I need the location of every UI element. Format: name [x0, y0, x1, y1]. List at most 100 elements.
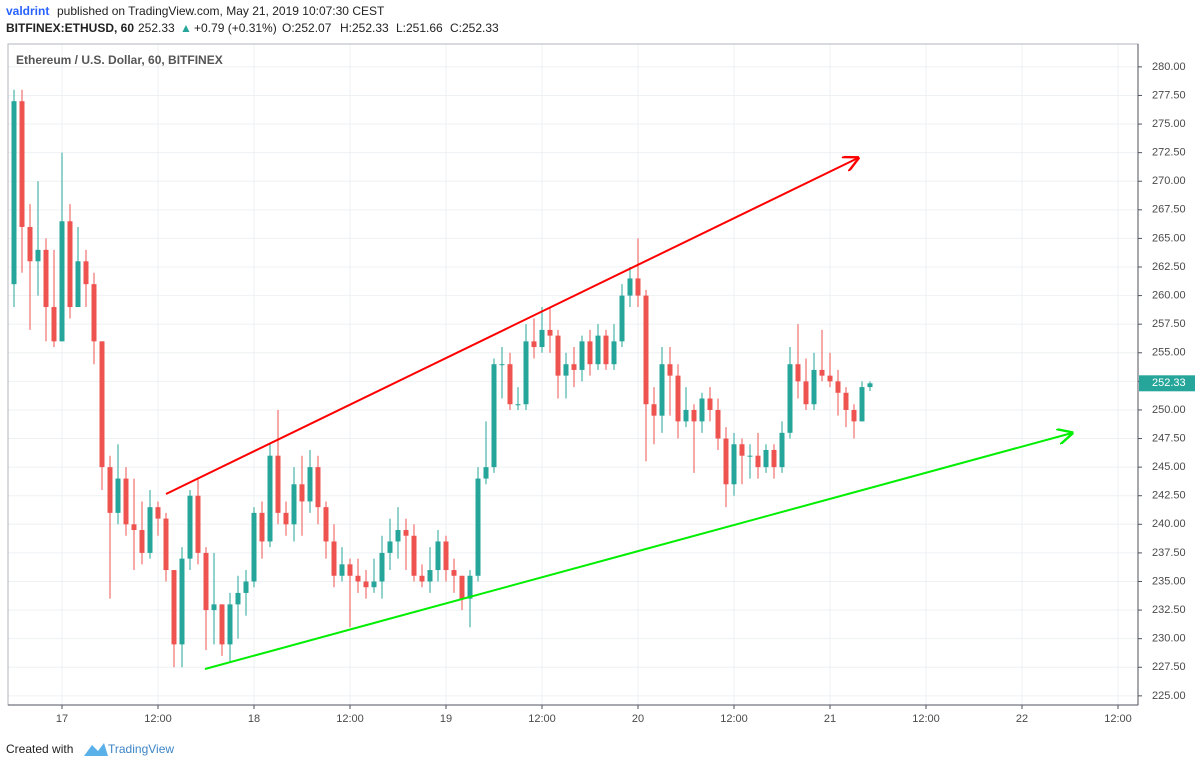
candle-body	[323, 507, 329, 542]
candle-body	[147, 507, 153, 553]
candle-body	[819, 369, 825, 376]
candle-body	[851, 409, 857, 422]
x-tick-label: 22	[1016, 713, 1028, 725]
candle-body	[507, 364, 513, 405]
candle-body	[363, 581, 369, 588]
change-arrow: ▲	[180, 21, 192, 35]
candle-body	[51, 307, 57, 342]
candle-body	[43, 249, 49, 308]
x-tick-label: 20	[632, 713, 644, 725]
candle-body	[555, 335, 561, 376]
support-line	[204, 433, 1072, 670]
x-tick-label: 18	[248, 713, 260, 725]
candle-body	[451, 570, 457, 576]
candle-body	[259, 512, 265, 542]
candle-body	[667, 364, 673, 376]
candle-body	[27, 226, 33, 262]
brand[interactable]: TradingView	[108, 742, 174, 756]
candle-body	[827, 375, 833, 382]
candle-body	[75, 261, 81, 308]
candle-body	[371, 581, 377, 588]
candle-body	[99, 341, 105, 468]
candle-body	[475, 478, 481, 576]
candle-body	[283, 512, 289, 525]
candle-body	[843, 392, 849, 410]
published: published on TradingView.com, May 21, 20…	[57, 4, 385, 18]
candle-body	[211, 604, 217, 611]
grid	[8, 44, 1138, 705]
candle-body	[123, 478, 129, 525]
candle-body	[859, 387, 865, 422]
candle-body	[179, 558, 185, 645]
y-tick-label: 237.50	[1152, 547, 1186, 559]
candle-body	[235, 592, 241, 605]
candle-body	[715, 409, 721, 439]
candle-body	[603, 335, 609, 365]
candle-body	[691, 409, 697, 422]
y-tick-label: 277.50	[1152, 89, 1186, 101]
candle-body	[275, 455, 281, 513]
candle-body	[403, 530, 409, 536]
candle-body	[267, 455, 273, 542]
y-tick-label: 225.00	[1152, 690, 1186, 702]
candle-body	[787, 364, 793, 433]
candle-body	[755, 455, 761, 468]
candle-body	[571, 364, 577, 370]
candle-body	[11, 101, 17, 285]
y-tick-label: 272.50	[1152, 147, 1186, 159]
x-tick-label: 21	[824, 713, 836, 725]
ohlc-close: C:252.33	[450, 21, 499, 35]
candle-body	[427, 570, 433, 582]
resistance-line	[165, 158, 858, 495]
candle-body	[483, 467, 489, 479]
y-tick-label: 230.00	[1152, 633, 1186, 645]
x-tick-label: 12:00	[720, 713, 748, 725]
candle-body	[331, 541, 337, 576]
candle-body	[115, 478, 121, 513]
candle-body	[771, 449, 777, 468]
candle-body	[379, 552, 385, 582]
candle-body	[795, 364, 801, 382]
y-tick-label: 275.00	[1152, 118, 1186, 130]
candle-body	[643, 295, 649, 405]
y-tick-label: 280.00	[1152, 61, 1186, 73]
x-tick-label: 12:00	[912, 713, 940, 725]
chart-title: Ethereum / U.S. Dollar, 60, BITFINEX	[16, 53, 223, 67]
y-tick-label: 242.50	[1152, 490, 1186, 502]
candle-body	[155, 507, 161, 519]
candle-body	[291, 484, 297, 525]
y-tick-label: 240.00	[1152, 518, 1186, 530]
candle-body	[627, 278, 633, 296]
candle-body	[723, 438, 729, 485]
candle-body	[619, 295, 625, 342]
last-price-label: 252.33	[1152, 377, 1186, 389]
candle-body	[251, 512, 257, 582]
y-tick-label: 247.50	[1152, 432, 1186, 444]
x-tick-label: 12:00	[144, 713, 172, 725]
y-tick-label: 260.00	[1152, 289, 1186, 301]
candle-body	[611, 341, 617, 365]
candle-body	[59, 221, 65, 342]
candle-body	[491, 364, 497, 468]
candle-body	[803, 381, 809, 405]
candle-body	[731, 444, 737, 485]
candle-body	[395, 530, 401, 542]
candle-body	[411, 535, 417, 576]
candle-body	[635, 278, 641, 296]
candle-body	[435, 541, 441, 571]
candle-body	[347, 564, 353, 576]
y-tick-label: 250.00	[1152, 404, 1186, 416]
x-tick-label: 12:00	[528, 713, 556, 725]
ohlc-open: O:252.07	[282, 21, 332, 35]
candle-body	[187, 495, 193, 559]
ohlc-low: L:251.66	[396, 21, 443, 35]
y-tick-label: 265.00	[1152, 232, 1186, 244]
candle-body	[579, 341, 585, 370]
price: 252.33	[138, 21, 175, 35]
candle-body	[387, 541, 393, 553]
candle-body	[683, 409, 689, 422]
candle-body	[443, 541, 449, 571]
change: +0.79 (+0.31%)	[194, 21, 277, 35]
y-tick-label: 227.50	[1152, 661, 1186, 673]
author[interactable]: valdrint	[6, 4, 49, 18]
